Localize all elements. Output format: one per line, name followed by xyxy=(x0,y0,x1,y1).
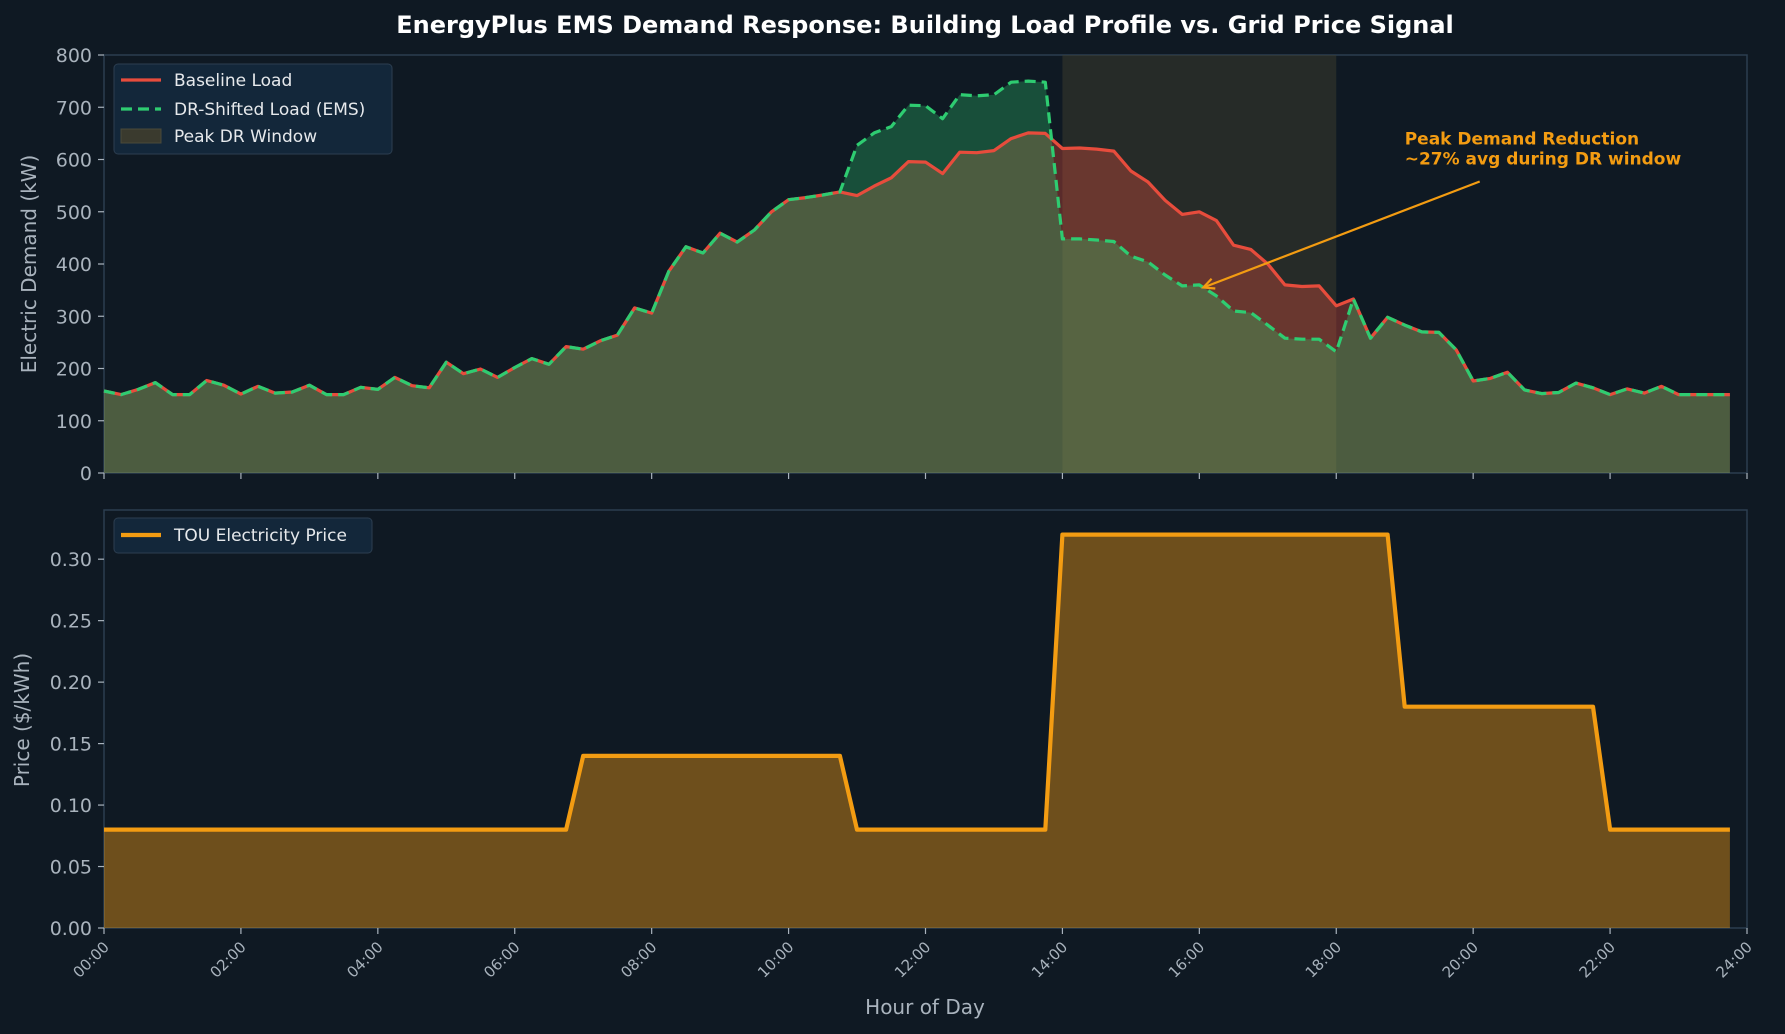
price-y-tick-label: 0.30 xyxy=(50,549,92,571)
load-y-tick-label: 300 xyxy=(56,306,92,328)
price-y-axis-label: Price ($/kWh) xyxy=(10,653,34,787)
legend-price-label: TOU Electricity Price xyxy=(173,526,347,546)
price-y-tick-label: 0.25 xyxy=(50,611,92,633)
price-legend-box xyxy=(113,517,373,554)
dr-shifted-area-fill xyxy=(104,81,1730,473)
load-y-tick-label: 700 xyxy=(56,97,92,119)
annotation-arrow xyxy=(1202,180,1481,289)
legend-dr-window-label: Peak DR Window xyxy=(174,127,317,147)
annotation-line-2: ~27% avg during DR window xyxy=(1405,150,1682,170)
peak-dr-window-band xyxy=(1062,55,1337,473)
dr-shifted-load-line xyxy=(103,79,1730,397)
legend-dr-window-swatch xyxy=(120,128,162,144)
dr-annotation: Peak Demand Reduction ~27% avg during DR… xyxy=(1200,130,1682,290)
chart-title: EnergyPlus EMS Demand Response: Building… xyxy=(396,11,1454,39)
load-y-tick-label: 500 xyxy=(56,202,92,224)
x-axis-label: Hour of Day xyxy=(865,995,985,1019)
price-y-tick-label: 0.00 xyxy=(50,918,92,940)
annotation-line-1: Peak Demand Reduction xyxy=(1405,130,1639,150)
load-legend: Baseline Load DR-Shifted Load (EMS) Peak… xyxy=(113,63,393,155)
load-y-axis-label: Electric Demand (kW) xyxy=(17,155,41,374)
load-y-tick-label: 600 xyxy=(56,150,92,172)
load-legend-box xyxy=(113,63,393,155)
price-y-tick-label: 0.10 xyxy=(50,795,92,817)
price-y-tick-label: 0.15 xyxy=(50,734,92,756)
load-y-ticks: 0 100 200 300 400 500 600 700 800 xyxy=(56,45,104,485)
load-y-tick-label: 0 xyxy=(80,463,92,485)
load-panel: 0 100 200 300 400 500 600 700 800 Electric Deman… xyxy=(17,45,1748,485)
tou-price-line xyxy=(104,532,1730,832)
price-legend: TOU Electricity Price xyxy=(113,517,373,554)
load-y-tick-label: 100 xyxy=(56,411,92,433)
load-y-tick-label: 200 xyxy=(56,359,92,381)
legend-dr-label: DR-Shifted Load (EMS) xyxy=(174,100,365,120)
price-y-tick-label: 0.20 xyxy=(50,672,92,694)
price-y-tick-label: 0.05 xyxy=(50,857,92,879)
baseline-area-fill xyxy=(104,132,1730,473)
legend-baseline-label: Baseline Load xyxy=(174,71,292,91)
load-y-tick-label: 800 xyxy=(56,45,92,67)
annotation-arrowhead xyxy=(1200,278,1216,290)
price-y-ticks: 0.00 0.05 0.10 0.15 0.20 0.25 0.30 xyxy=(50,549,104,940)
load-y-tick-label: 400 xyxy=(56,254,92,276)
